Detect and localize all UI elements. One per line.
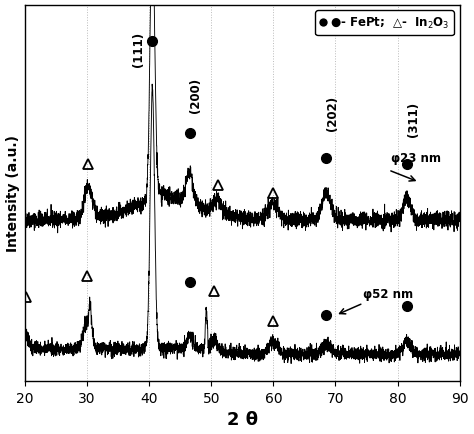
Y-axis label: Intensity (a.u.): Intensity (a.u.): [6, 135, 19, 252]
Text: (202): (202): [326, 96, 339, 131]
X-axis label: 2 θ: 2 θ: [227, 411, 258, 428]
Text: (111): (111): [132, 32, 145, 67]
Text: (200): (200): [189, 77, 202, 112]
Text: φ23 nm: φ23 nm: [392, 151, 441, 164]
Legend: ●- FePt;  △-  In$_2$O$_3$: ●- FePt; △- In$_2$O$_3$: [315, 11, 454, 36]
Text: (311): (311): [407, 102, 419, 137]
Text: φ52 nm: φ52 nm: [364, 287, 413, 300]
